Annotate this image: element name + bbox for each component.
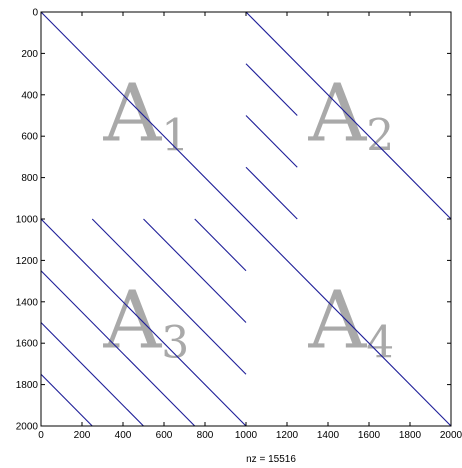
nonzero-diagonal-7 (40, 270, 196, 427)
nonzero-diagonal-6 (40, 218, 247, 427)
x-axis: 0 200 400 600 800 1000 1200 1400 1600 1800 2000 (38, 12, 462, 441)
y-tick-label: 1200 (16, 256, 39, 267)
nonzero-diagonal-3 (245, 63, 298, 116)
block-label-4: A4 (308, 274, 395, 369)
block-label-subscript: 4 (366, 318, 394, 369)
x-tick-label: 2000 (440, 430, 462, 441)
x-tick-label: 600 (156, 430, 173, 441)
x-tick-label: 1400 (317, 430, 340, 441)
block-label-subscript: 2 (366, 111, 394, 162)
x-axis-label: nz = 15516 (246, 454, 296, 465)
nonzero-diagonal-2 (245, 11, 452, 220)
nonzero-pattern (40, 11, 452, 427)
y-tick-label: 1800 (16, 380, 39, 391)
x-tick-label: 1600 (358, 430, 381, 441)
y-tick-label: 1600 (16, 339, 39, 350)
x-tick-label: 200 (74, 430, 91, 441)
y-tick-label: 400 (21, 90, 38, 101)
y-tick-label: 600 (21, 132, 38, 143)
block-label-subscript: 1 (161, 111, 189, 162)
nonzero-diagonal-10 (91, 218, 247, 375)
block-label-1: A1 (103, 67, 190, 162)
x-tick-label: 800 (197, 430, 214, 441)
nonzero-diagonal-5 (245, 166, 298, 220)
block-label-letter: A (308, 274, 368, 367)
nonzero-diagonal-4 (245, 115, 298, 168)
y-tick-label: 1400 (16, 297, 39, 308)
block-label-letter: A (103, 274, 163, 367)
block-label-subscript: 3 (161, 318, 189, 369)
x-tick-label: 400 (115, 430, 132, 441)
y-tick-label: 800 (21, 173, 38, 184)
y-axis: 0 200 400 600 800 1000 1200 1400 1600 1800 2000 (16, 8, 451, 433)
block-label-letter: A (103, 67, 163, 160)
y-tick-label: 200 (21, 49, 38, 60)
block-label-letter: A (308, 67, 368, 160)
nonzero-diagonal-12 (194, 218, 247, 272)
nonzero-diagonal-1 (40, 11, 452, 427)
x-tick-label: 1800 (399, 430, 422, 441)
y-tick-label: 1000 (16, 215, 39, 226)
nonzero-diagonal-11 (143, 218, 247, 323)
y-tick-label: 0 (32, 8, 38, 19)
x-tick-label: 1200 (276, 430, 299, 441)
block-label-3: A3 (103, 274, 190, 369)
x-tick-label: 0 (38, 430, 44, 441)
x-tick-label: 1000 (235, 430, 258, 441)
nonzero-diagonal-8 (40, 322, 144, 427)
block-label-2: A2 (308, 67, 395, 162)
nonzero-diagonal-9 (40, 373, 93, 427)
y-tick-label: 2000 (16, 422, 39, 433)
